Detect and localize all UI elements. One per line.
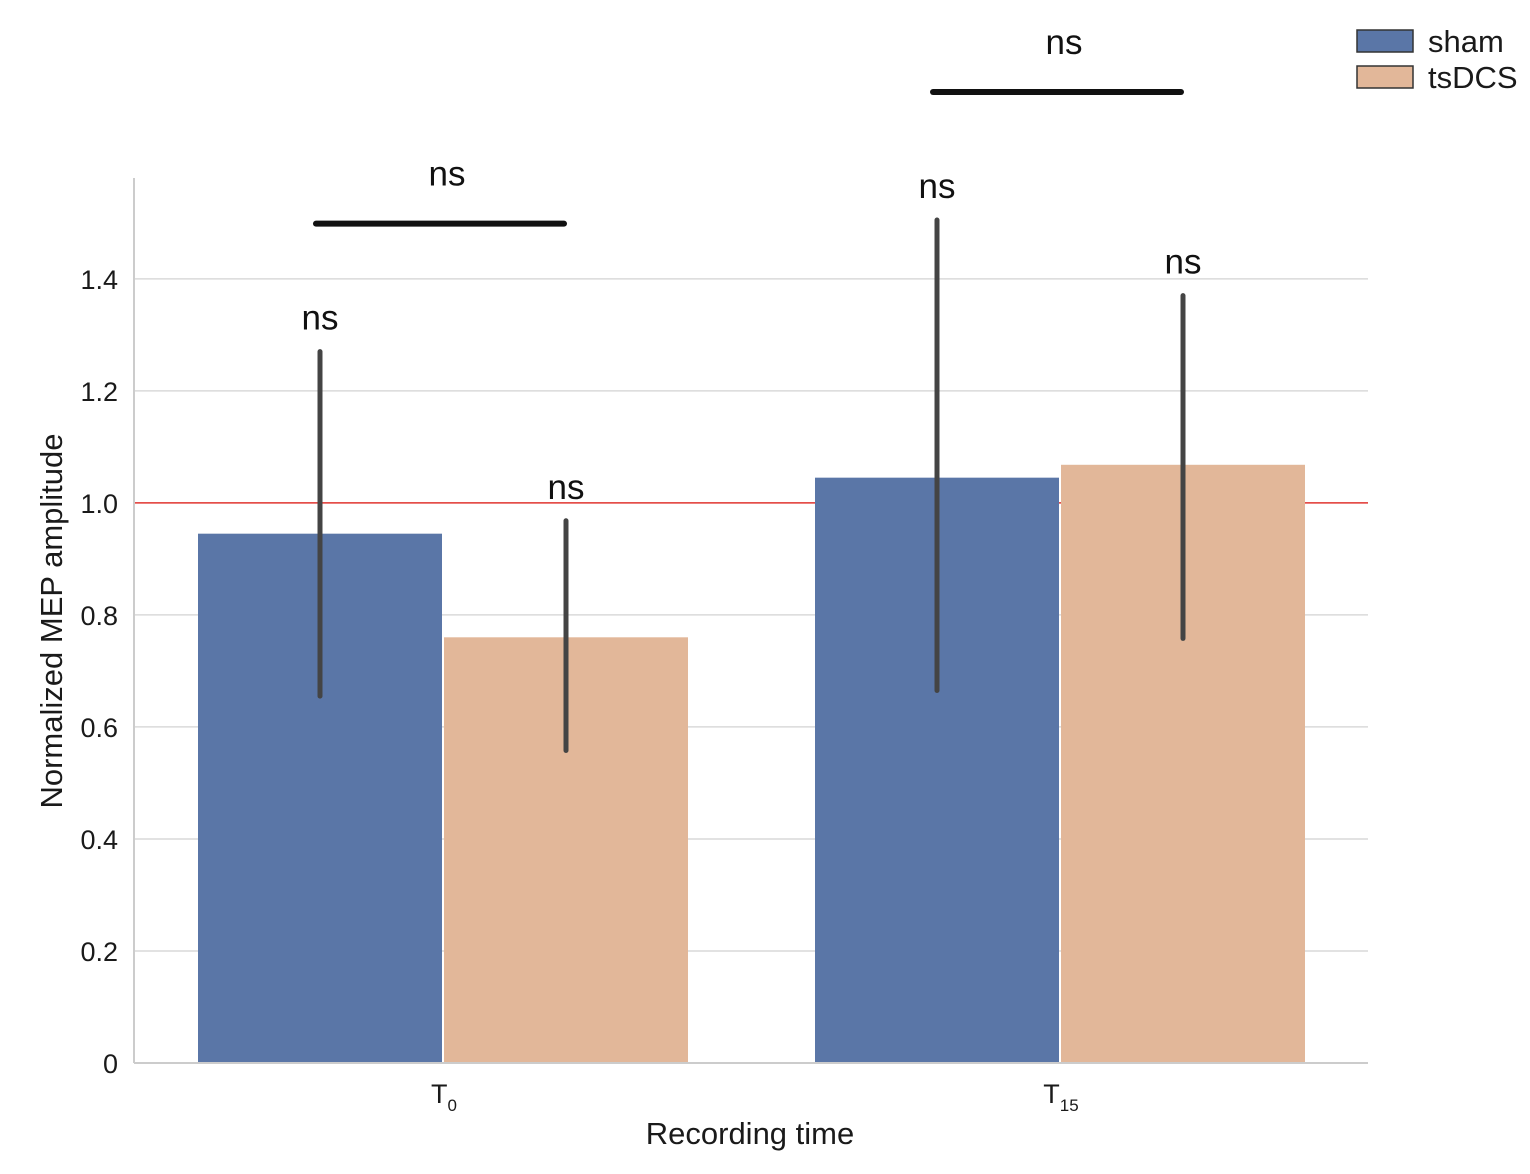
axes <box>133 178 1368 1064</box>
legend-label-sham: sham <box>1428 24 1504 59</box>
y-tick-label: 0.8 <box>80 601 118 631</box>
y-tick-label: 0 <box>103 1049 118 1079</box>
y-tick-label: 0.2 <box>80 937 118 967</box>
group-significance-label: ns <box>1046 23 1083 62</box>
bar-significance-label: ns <box>919 167 956 206</box>
y-axis-title: Normalized MEP amplitude <box>34 433 69 808</box>
bar-significance-label: ns <box>302 299 339 338</box>
bars <box>198 464 1305 1064</box>
legend-label-tsDCS: tsDCS <box>1428 60 1518 95</box>
legend-swatch-tsDCS <box>1356 65 1414 89</box>
y-tick-label: 1.0 <box>80 489 118 519</box>
bar-significance-label: ns <box>548 468 585 507</box>
significance-annotations: ns ns ns ns ns ns <box>302 23 1202 507</box>
x-axis-title: Recording time <box>646 1116 854 1151</box>
x-tick-labels: T0 T15 <box>431 1079 1079 1115</box>
x-tick-subscript: 0 <box>448 1096 457 1115</box>
y-tick-label: 1.4 <box>80 265 118 295</box>
legend-swatch-sham <box>1356 29 1414 53</box>
y-tick-label: 1.2 <box>80 377 118 407</box>
bar-significance-label: ns <box>1165 243 1202 282</box>
x-tick-subscript: 15 <box>1060 1096 1079 1115</box>
x-tick-label: T0 <box>431 1079 457 1115</box>
x-tick-label: T15 <box>1043 1079 1078 1115</box>
y-tick-label: 0.4 <box>80 825 118 855</box>
y-tick-labels: 0 0.2 0.4 0.6 0.8 1.0 1.2 1.4 <box>80 265 118 1079</box>
group-significance-label: ns <box>429 155 466 194</box>
y-tick-label: 0.6 <box>80 713 118 743</box>
error-bars <box>317 217 1186 753</box>
